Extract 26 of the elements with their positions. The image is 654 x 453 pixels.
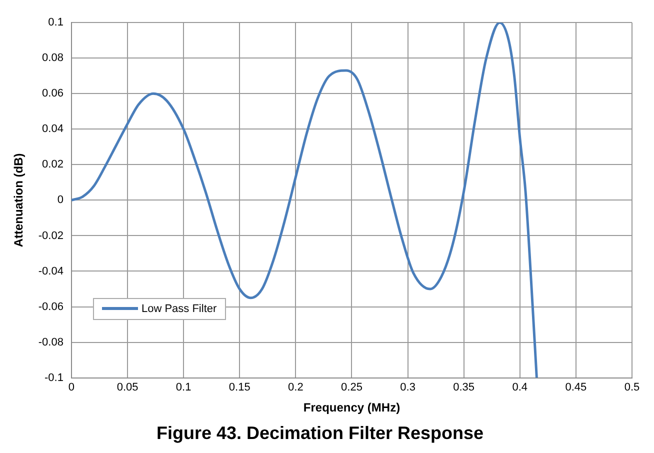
- x-tick-label: 0: [68, 381, 75, 394]
- x-tick-label: 0.15: [228, 381, 250, 394]
- text: Figure 43. Decimation Filter Response: [156, 423, 484, 444]
- y-tick-label: -0.08: [38, 336, 64, 348]
- y-tick-label: -0.02: [38, 230, 64, 242]
- x-tick-label: 0.45: [565, 381, 587, 394]
- y-axis-title: Attenuation (dB): [12, 153, 26, 248]
- y-tick-label: 0: [57, 194, 64, 206]
- y-tick-label: 0.06: [42, 88, 64, 100]
- y-tick-label: 0.08: [42, 52, 64, 64]
- x-tick-label: 0.25: [341, 381, 362, 394]
- x-tick-label: 0.1: [176, 381, 192, 394]
- y-tick-label: 0.04: [42, 123, 64, 136]
- x-tick-label: 0.3: [400, 381, 416, 394]
- x-tick-label: 0.05: [116, 381, 138, 394]
- y-tick-label: 0.1: [48, 16, 64, 29]
- x-tick-label: 0.5: [624, 381, 640, 394]
- x-tick-label: 0.2: [288, 381, 304, 394]
- y-tick-label: 0.02: [42, 158, 64, 171]
- x-tick-label: 0.35: [453, 381, 475, 394]
- legend-label: Low Pass Filter: [141, 302, 217, 315]
- y-tick-label: -0.04: [38, 265, 64, 278]
- y-tick-label: -0.1: [44, 372, 64, 384]
- x-axis-title: Frequency (MHz): [303, 400, 400, 415]
- y-tick-label: -0.06: [38, 300, 64, 313]
- x-tick-label: 0.4: [512, 381, 528, 394]
